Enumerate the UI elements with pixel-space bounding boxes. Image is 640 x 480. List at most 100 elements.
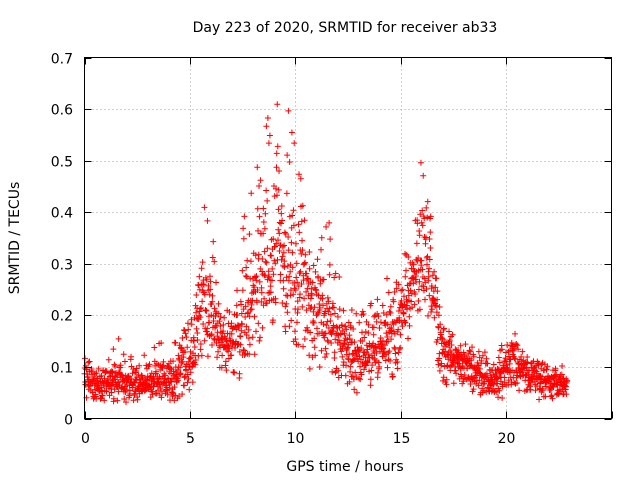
- data-point: [452, 346, 459, 353]
- data-point: [539, 387, 546, 394]
- data-point: [323, 223, 330, 230]
- data-point: [328, 339, 335, 346]
- data-point: [365, 351, 372, 358]
- data-point: [206, 291, 213, 298]
- data-point: [419, 266, 426, 273]
- data-point: [417, 211, 424, 218]
- y-axis-label: SRMTID / TECUs: [7, 182, 23, 295]
- data-point: [280, 285, 287, 292]
- y-tick-label: 0.7: [51, 52, 73, 68]
- data-point: [322, 354, 329, 361]
- data-point: [475, 362, 482, 369]
- data-point: [374, 296, 381, 303]
- data-point: [225, 348, 232, 355]
- data-point: [260, 219, 267, 226]
- data-point: [284, 309, 291, 316]
- data-point: [288, 317, 295, 324]
- data-point: [370, 331, 377, 338]
- data-point: [317, 304, 324, 311]
- data-point: [270, 271, 277, 278]
- data-point: [440, 325, 447, 332]
- data-point: [418, 219, 425, 226]
- data-point: [410, 261, 417, 268]
- data-point: [419, 207, 426, 214]
- data-point: [344, 336, 351, 343]
- data-point: [420, 283, 427, 290]
- data-point: [274, 101, 281, 108]
- data-point: [294, 298, 301, 305]
- data-point: [93, 370, 100, 377]
- data-point: [254, 164, 261, 171]
- data-point: [211, 305, 218, 312]
- data-point: [172, 339, 179, 346]
- data-point: [186, 386, 193, 393]
- data-point: [164, 387, 171, 394]
- data-point: [523, 364, 530, 371]
- data-point: [479, 352, 486, 359]
- data-point: [422, 279, 429, 286]
- data-point: [292, 240, 299, 247]
- data-point: [355, 375, 362, 382]
- data-point: [415, 286, 422, 293]
- data-point: [281, 263, 288, 270]
- data-point: [467, 381, 474, 388]
- data-point: [239, 287, 246, 294]
- data-point: [204, 325, 211, 332]
- data-point: [320, 302, 327, 309]
- data-point: [415, 298, 422, 304]
- data-point: [254, 205, 261, 212]
- data-point: [395, 307, 402, 314]
- data-point: [388, 336, 395, 343]
- data-point: [234, 311, 241, 318]
- data-point: [391, 289, 398, 296]
- data-point: [262, 272, 269, 279]
- data-point: [386, 348, 393, 355]
- data-point: [424, 198, 431, 205]
- data-point: [164, 391, 171, 398]
- data-point: [409, 275, 416, 282]
- data-point: [344, 344, 351, 351]
- data-point: [344, 345, 351, 352]
- data-point: [249, 334, 256, 341]
- data-point: [158, 394, 165, 401]
- data-point: [113, 383, 120, 390]
- data-point: [418, 257, 425, 264]
- data-point: [201, 204, 208, 211]
- data-point: [246, 231, 253, 238]
- data-point: [559, 363, 566, 370]
- data-point: [437, 331, 444, 338]
- data-point: [416, 306, 423, 313]
- data-point: [365, 329, 372, 336]
- data-point: [421, 296, 428, 303]
- data-point: [218, 364, 225, 371]
- x-tick-label: 5: [186, 431, 195, 447]
- data-point: [207, 286, 214, 293]
- data-point: [254, 287, 261, 294]
- data-point: [315, 330, 322, 337]
- data-point: [402, 319, 409, 326]
- data-point: [312, 268, 319, 275]
- data-point: [405, 292, 412, 299]
- data-point: [494, 380, 501, 387]
- data-point: [542, 383, 549, 390]
- data-point: [449, 331, 456, 338]
- data-point: [181, 327, 188, 334]
- data-point: [114, 397, 121, 404]
- data-point: [247, 258, 254, 265]
- data-point: [442, 348, 449, 355]
- data-point: [264, 245, 271, 252]
- data-point: [313, 287, 320, 294]
- data-point: [305, 275, 312, 282]
- data-point: [176, 356, 183, 363]
- data-point: [433, 275, 440, 282]
- data-point: [532, 387, 539, 394]
- data-point: [275, 226, 282, 233]
- data-point: [502, 349, 509, 356]
- data-point: [215, 300, 222, 307]
- data-point: [168, 378, 175, 385]
- data-point: [264, 114, 271, 121]
- data-point: [110, 395, 117, 402]
- chart-title: Day 223 of 2020, SRMTID for receiver ab3…: [193, 20, 498, 36]
- data-point: [502, 355, 509, 362]
- data-point: [192, 357, 199, 364]
